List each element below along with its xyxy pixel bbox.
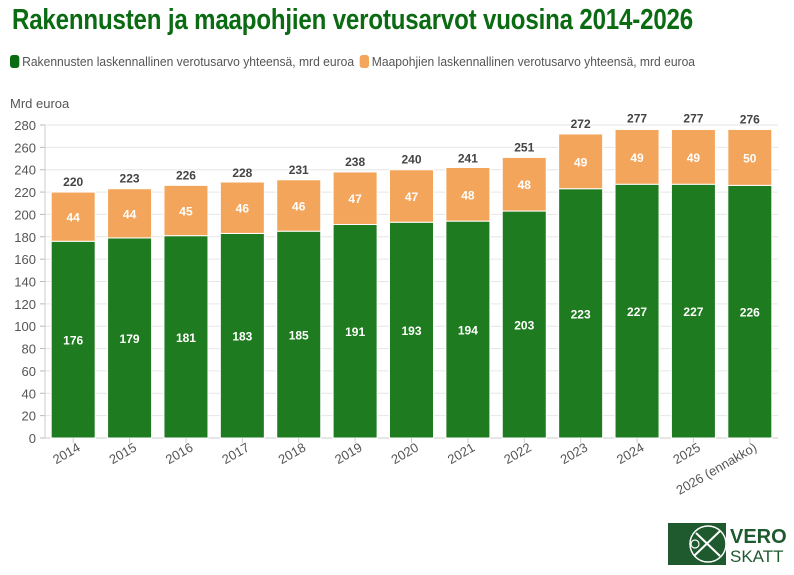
- data-label: 193: [401, 324, 421, 338]
- bar-segment: [389, 169, 434, 223]
- data-label: 49: [574, 155, 588, 169]
- total-label: 241: [458, 152, 478, 166]
- bar-segment: [389, 221, 434, 439]
- total-label: 272: [571, 117, 591, 131]
- data-label: 179: [120, 332, 140, 346]
- chart-title: Rakennusten ja maapohjien verotusarvot v…: [12, 4, 693, 36]
- legend: Rakennusten laskennallinen verotusarvo y…: [10, 54, 695, 69]
- total-label: 276: [740, 112, 760, 126]
- data-label: 227: [683, 305, 703, 319]
- y-tick-label: 280: [14, 118, 36, 133]
- legend-item-buildings[interactable]: Rakennusten laskennallinen verotusarvo y…: [10, 54, 354, 69]
- legend-swatch-orange: [359, 55, 369, 68]
- legend-swatch-green: [10, 55, 20, 68]
- x-tick-label: 2022: [501, 440, 534, 467]
- bar-segment: [276, 179, 322, 232]
- bar-segment: [219, 232, 265, 439]
- x-tick-label: 2020: [388, 440, 421, 467]
- bar-segment: [50, 240, 96, 439]
- data-label: 48: [518, 178, 532, 192]
- x-tick-label: 2015: [107, 440, 140, 467]
- data-label: 50: [743, 151, 757, 165]
- y-tick-label: 260: [14, 140, 36, 155]
- y-tick-label: 220: [14, 185, 36, 200]
- total-label: 277: [683, 111, 703, 125]
- legend-item-land[interactable]: Maapohjien laskennallinen verotusarvo yh…: [359, 54, 696, 69]
- bar-segment: [332, 171, 378, 225]
- data-label: 181: [176, 331, 196, 345]
- x-tick-label: 2024: [614, 440, 647, 467]
- legend-label: Rakennusten laskennallinen verotusarvo y…: [22, 54, 355, 69]
- bar-segment: [107, 188, 153, 239]
- y-tick-label: 140: [14, 275, 36, 290]
- total-label: 231: [289, 163, 309, 177]
- total-label: 277: [627, 111, 647, 125]
- data-label: 47: [405, 190, 419, 204]
- y-tick-label: 60: [22, 364, 36, 379]
- data-label: 49: [630, 151, 644, 165]
- y-tick-label: 20: [22, 409, 36, 424]
- bar-segment: [163, 184, 209, 237]
- total-label: 240: [401, 153, 421, 167]
- y-tick-label: 160: [14, 252, 36, 267]
- y-axis-label: Mrd euroa: [10, 96, 70, 111]
- logo-text-bottom: SKATT: [730, 547, 784, 565]
- y-tick-label: 120: [14, 297, 36, 312]
- x-tick-label: 2025: [670, 440, 703, 467]
- vero-skatt-logo: VERO SKATT: [668, 523, 787, 566]
- y-tick-label: 200: [14, 207, 36, 222]
- data-label: 183: [232, 330, 252, 344]
- x-tick-label: 2023: [558, 440, 591, 467]
- data-label: 48: [461, 188, 475, 202]
- data-label: 46: [292, 199, 306, 213]
- data-label: 185: [289, 329, 309, 343]
- data-label: 44: [67, 211, 81, 225]
- total-label: 251: [514, 140, 534, 154]
- y-tick-label: 180: [14, 230, 36, 245]
- total-label: 223: [120, 172, 140, 186]
- x-tick-label: 2016: [163, 440, 196, 467]
- bar-segment: [50, 191, 96, 242]
- data-label: 227: [627, 305, 647, 319]
- x-tick-label: 2021: [445, 440, 478, 467]
- y-tick-label: 40: [22, 386, 36, 401]
- x-tick-label: 2019: [332, 440, 365, 467]
- legend-label: Maapohjien laskennallinen verotusarvo yh…: [371, 54, 696, 69]
- x-tick-label: 2018: [276, 440, 309, 467]
- y-tick-label: 240: [14, 163, 36, 178]
- bar-segment: [107, 237, 153, 439]
- total-label: 238: [345, 155, 365, 169]
- data-label: 44: [123, 207, 137, 221]
- data-label: 194: [458, 324, 478, 338]
- data-label: 203: [514, 319, 534, 333]
- total-label: 228: [232, 166, 252, 180]
- total-label: 226: [176, 168, 196, 182]
- data-label: 176: [63, 334, 83, 348]
- data-label: 223: [571, 307, 591, 321]
- bar-segment: [727, 128, 773, 186]
- bar-segment: [558, 133, 604, 190]
- logo-text-top: VERO: [730, 526, 786, 548]
- total-label: 220: [63, 175, 83, 189]
- bar-segment: [614, 128, 660, 185]
- y-tick-label: 0: [29, 431, 36, 446]
- bar-segment: [445, 166, 491, 222]
- data-label: 226: [740, 306, 760, 320]
- y-tick-label: 80: [22, 342, 36, 357]
- data-label: 49: [687, 151, 701, 165]
- data-label: 191: [345, 325, 365, 339]
- x-tick-label: 2014: [50, 440, 83, 467]
- data-label: 47: [348, 192, 362, 206]
- bar-segment: [276, 230, 322, 439]
- data-label: 45: [179, 205, 193, 219]
- data-label: 46: [236, 202, 250, 216]
- bar-segment: [163, 235, 209, 439]
- x-tick-label: 2017: [219, 440, 252, 467]
- y-tick-label: 100: [14, 319, 36, 334]
- bar-segment: [332, 223, 378, 439]
- bar-segment: [219, 181, 265, 234]
- bar-segment: [670, 128, 716, 185]
- bar-segment: [501, 156, 547, 212]
